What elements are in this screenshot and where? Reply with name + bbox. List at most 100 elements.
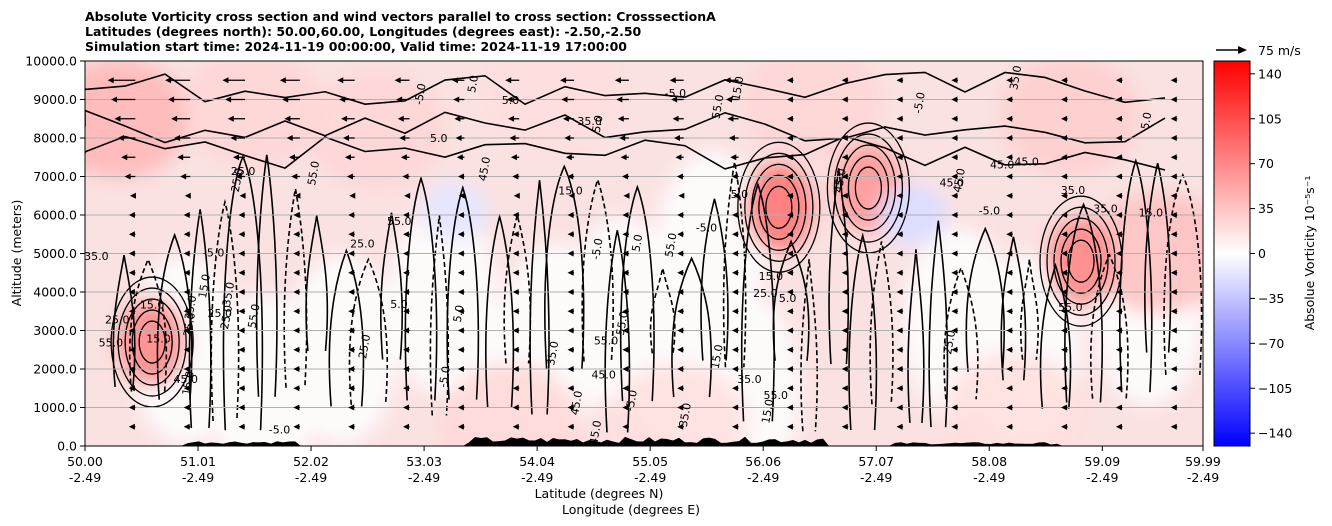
wind-vector-head [457,404,464,411]
wind-vector-head [128,212,135,218]
wind-vector-head [622,308,629,315]
wind-vector-head [183,423,190,430]
contour-ring [737,141,821,273]
wind-vector-head [1061,366,1068,372]
contour-label: 45.0 [832,167,849,193]
contour-line [965,226,1005,372]
wind-vector-head [567,212,574,218]
wind-vector-head [951,404,958,411]
wind-vector-head [732,212,739,218]
wind-vector-head [457,423,464,430]
wind-vector-head [453,96,460,103]
contour-line [446,185,480,400]
contour-line [485,213,515,407]
wind-vector-head [293,212,300,218]
wind-vector-head [1115,77,1122,84]
title-line-3: Simulation start time: 2024-11-19 00:00:… [85,39,627,54]
wind-vector-head [1061,327,1068,334]
wind-vector-head [230,135,237,141]
contour-line [305,215,329,352]
wind-vector-head [951,289,958,295]
contour-label: 35.0 [1093,203,1118,216]
x-tick-label-lat: 54.04 [519,454,555,469]
contour-line [128,257,168,392]
y-tick-label: 1000.0 [33,400,77,415]
contour-label: -5.0 [436,365,453,388]
x-tick-label-lat: 59.99 [1185,454,1221,469]
contour-label: 25.0 [753,287,778,300]
wind-vector-head [896,308,903,315]
wind-vector-head [677,327,684,334]
wind-vector-head [677,346,684,353]
field-blob-max [1047,217,1116,306]
x-tick-label-lon: -2.49 [747,470,779,485]
wind-vector-head [786,404,793,411]
wind-vector-head [841,423,848,430]
wind-vector-head [841,154,848,161]
wind-vector-head [512,327,519,334]
wind-vector-head [293,366,300,372]
contour-ring [1046,206,1116,316]
wind-vector-head [171,115,178,122]
wind-vector-head [107,77,114,84]
x-tick-label-lon: -2.49 [860,470,892,485]
wind-vector-head [180,173,187,180]
wind-vector-head [786,212,793,218]
contour-ring [138,320,166,364]
x-tick-label-lat: 50.00 [67,454,103,469]
wind-vector-head [284,115,291,122]
plot-area: 25.0 15.0 5.0 -5.0 35.0 45.0 55.0 25.0 15.0 5.0 -5… [84,60,1204,447]
x-tick-label-lon: -2.49 [973,470,1005,485]
wind-vector-head [183,346,190,353]
wind-vector-head [512,269,519,276]
wind-vector-head [456,154,463,161]
wind-vector-head [348,404,355,411]
wind-vector-head [348,231,355,238]
contour-line [828,168,850,365]
wind-vector-head [238,289,245,295]
wind-vector-head [348,346,355,353]
wind-vector-head [454,115,461,122]
wind-vector-head [183,366,190,372]
wind-vector-head [128,289,135,295]
wind-vector-head [1170,212,1177,218]
colorbar-tick-label: 105 [1258,111,1282,126]
wind-vector-head [951,327,958,334]
colorbar-tick-label: −140 [1258,426,1292,441]
contour-line [156,232,193,400]
wind-vector-head [238,385,245,392]
wind-vector-head [730,154,737,161]
wind-vector-head [1170,404,1177,411]
wind-vector-head [457,385,464,392]
contour-labels: 25.0 15.0 5.0 -5.0 35.0 45.0 55.0 25.0 15.0 5.0 -5… [85,64,1163,445]
wind-vector-head [1115,346,1122,353]
wind-vector-head [732,327,739,334]
wind-vector-head [841,250,848,257]
wind-vector-head [560,77,567,84]
wind-vector-head [568,192,575,199]
wind-vector-head [951,366,958,372]
field-blob-positive [85,61,189,179]
wind-vector-head [457,269,464,276]
wind-vector-head [183,269,190,276]
wind-vector-head [349,192,356,199]
x-tick-label-lat: 58.08 [971,454,1007,469]
contour-label: 55.0 [246,303,263,329]
wind-vector-head [841,404,848,411]
contour-label: 15.0 [729,75,746,101]
contour-label: 45.0 [587,419,604,445]
wind-vector-head [951,269,958,276]
wind-vector-head [1061,385,1068,392]
wind-vector-head [841,212,848,218]
wind-vector-head [457,231,464,238]
contour-label: 25.0 [350,238,375,251]
wind-vector-head [1115,289,1122,295]
wind-vector-head [732,250,739,257]
wind-vector-head [677,212,684,218]
wind-vector-head [452,77,459,84]
contour-label: -5.0 [269,423,290,436]
wind-vector-head [225,96,232,103]
contour-label: 15.0 [759,398,776,424]
wind-vector-head [183,404,190,411]
wind-vector-head [786,308,793,315]
